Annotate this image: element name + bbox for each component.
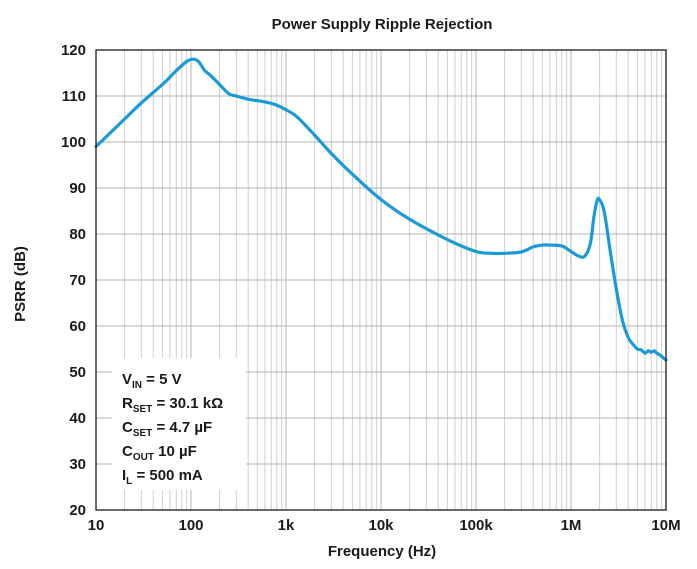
x-axis-title: Frequency (Hz)	[328, 543, 436, 560]
x-tick-label: 100	[178, 517, 203, 534]
frame-layer	[95, 49, 667, 511]
y-tick-label: 120	[61, 42, 86, 59]
annotation-background	[112, 358, 246, 490]
y-tick-label: 20	[69, 502, 86, 519]
x-tick-label: 10k	[368, 517, 394, 534]
chart-title: Power Supply Ripple Rejection	[272, 16, 493, 33]
x-tick-label: 100k	[459, 517, 493, 534]
psrr-series-line	[94, 57, 668, 362]
y-tick-label: 40	[69, 410, 86, 427]
y-tick-label: 80	[69, 226, 86, 243]
x-tick-label: 10	[88, 517, 105, 534]
y-tick-label: 70	[69, 272, 86, 289]
y-tick-label: 110	[62, 88, 86, 105]
y-tick-label: 30	[69, 456, 86, 473]
grid-layer	[96, 50, 666, 510]
annotation-line: VIN = 5 V	[122, 371, 182, 391]
annotation-line: CSET = 4.7 µF	[122, 419, 212, 439]
x-tick-label: 10M	[651, 517, 680, 534]
y-axis-title: PSRR (dB)	[12, 246, 29, 322]
annotation-line: RSET = 30.1 kΩ	[122, 395, 223, 415]
y-tick-label: 50	[69, 364, 86, 381]
plot-frame	[95, 49, 667, 511]
y-tick-label: 100	[61, 134, 86, 151]
y-tick-label: 90	[69, 180, 86, 197]
x-tick-label: 1k	[278, 517, 295, 534]
annotation-box: VIN = 5 V RSET = 30.1 kΩ CSET = 4.7 µF COUT…	[112, 358, 246, 490]
annotation-line: COUT 10 µF	[122, 443, 197, 463]
y-tick-label: 60	[69, 318, 86, 335]
x-tick-label: 1M	[561, 517, 582, 534]
series-layer	[94, 57, 668, 362]
tick-label-layer: 20 30 40 50 60 70 80 90 100 110 120 10 100 1k 10k 100k 1…	[61, 42, 681, 534]
annotation-line: IL = 500 mA	[122, 467, 203, 487]
